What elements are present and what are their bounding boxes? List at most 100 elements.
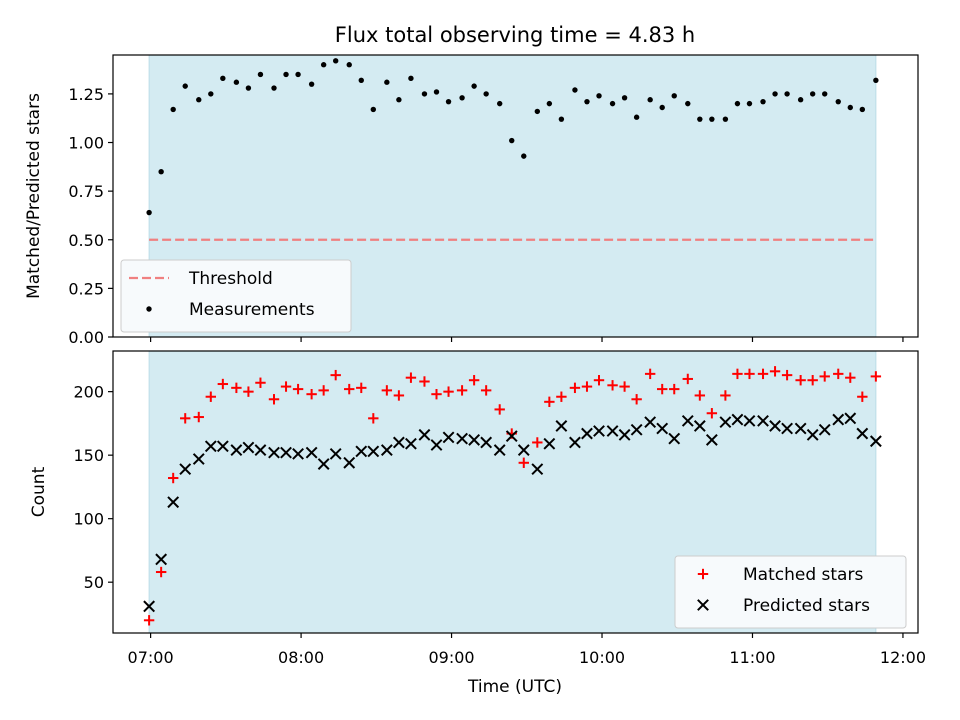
measurement-point: [283, 71, 289, 78]
predicted-point-47: [731, 413, 744, 426]
predicted-point-d2: [143, 600, 156, 613]
bottom-panel-y-tick-label: 100: [73, 510, 104, 529]
matched-point-17: [356, 382, 367, 394]
predicted-point-d2: [517, 444, 530, 456]
predicted-point-d2: [618, 428, 631, 441]
predicted-point-d2: [442, 431, 455, 444]
top-panel-y-tick-label: 0.25: [68, 279, 104, 298]
predicted-point-12: [292, 447, 304, 460]
matched-point-10: [268, 394, 280, 405]
predicted-point-19: [380, 444, 393, 456]
matched-point-3: [180, 413, 191, 424]
measurement-point: [784, 91, 790, 97]
predicted-point-10: [268, 446, 280, 459]
measurement-point: [596, 93, 602, 99]
legend-matched-marker-0: [697, 568, 709, 580]
measurement-point: [659, 104, 665, 111]
predicted-point-58: [869, 435, 882, 448]
measurement-point: [809, 91, 816, 97]
measurement-point: [346, 62, 352, 68]
matched-point-41: [657, 383, 668, 395]
measurement-point: [445, 98, 452, 105]
predicted-point-33: [555, 420, 568, 432]
predicted-point-d2: [230, 444, 243, 456]
matched-point-58: [870, 371, 882, 382]
predicted-point-d2: [593, 425, 605, 437]
predicted-point-d2: [418, 428, 431, 441]
predicted-point-d2: [204, 440, 217, 453]
bottom-panel-frame: [112, 350, 919, 634]
measurement-point: [647, 97, 653, 103]
predicted-point-54: [818, 423, 831, 436]
measurement-point: [384, 79, 390, 85]
chart-title: Flux total observing time = 4.83 h: [335, 23, 695, 47]
measurement-point: [685, 100, 691, 107]
measurement-point: [797, 97, 804, 103]
predicted-point-45: [705, 434, 718, 446]
matched-point-9: [255, 377, 266, 388]
predicted-point-22: [418, 428, 431, 441]
matched-point-38: [619, 381, 630, 392]
predicted-point-d2: [254, 444, 267, 456]
predicted-point-43: [681, 414, 694, 427]
matched-point-46: [720, 390, 731, 401]
measurement-point: [534, 108, 541, 115]
predicted-point-51: [781, 422, 794, 435]
matched-point-47: [732, 368, 743, 380]
predicted-point-38: [618, 428, 631, 441]
measurement-point: [233, 79, 240, 85]
measurement-point: [396, 97, 402, 103]
predicted-point-39: [630, 423, 643, 436]
predicted-point-55: [832, 413, 845, 426]
predicted-point-41: [656, 422, 669, 435]
predicted-point-44: [693, 420, 706, 432]
measurement-point: [521, 153, 527, 159]
matched-point-36: [593, 375, 605, 386]
measurement-point: [558, 116, 565, 122]
predicted-point-27: [480, 436, 493, 449]
predicted-point-d2: [844, 412, 857, 425]
measurement-point: [483, 91, 489, 97]
top-panel-y-tick-label: 1.00: [68, 134, 104, 153]
predicted-point-42: [668, 432, 681, 445]
predicted-point-17: [355, 445, 368, 458]
matched-point-37: [607, 380, 618, 391]
predicted-point-23: [430, 439, 443, 451]
matched-point-8: [243, 386, 254, 397]
predicted-point-d2: [543, 437, 556, 450]
matched-point-54: [819, 371, 830, 382]
predicted-point-34: [569, 436, 581, 449]
measurement-point: [220, 75, 226, 82]
predicted-point-31: [531, 463, 544, 476]
predicted-point-d2: [630, 423, 643, 436]
x-tick-label: 10:00: [579, 648, 625, 667]
predicted-point-24: [442, 431, 455, 444]
matched-point-15: [330, 369, 341, 381]
predicted-point-26: [468, 434, 481, 446]
x-tick-label: 11:00: [729, 648, 775, 667]
matched-point-44: [694, 390, 706, 401]
predicted-point-d2: [832, 413, 845, 426]
predicted-point-d2: [392, 436, 405, 449]
legend-label: Measurements: [189, 300, 315, 320]
predicted-point-d2: [179, 463, 192, 476]
predicted-point-20: [392, 436, 405, 449]
predicted-point-29: [505, 430, 518, 443]
predicted-point-d2: [757, 414, 769, 427]
predicted-point-48: [743, 414, 756, 427]
matched-point-32: [544, 396, 555, 408]
measurement-point: [509, 137, 515, 144]
matched-point-16: [344, 383, 355, 395]
predicted-point-d2: [155, 553, 168, 566]
predicted-point-d2: [367, 445, 380, 458]
predicted-point-d2: [430, 439, 443, 451]
measurement-point: [546, 100, 553, 107]
measurement-point: [734, 100, 741, 107]
measurement-point: [308, 81, 315, 87]
matched-point-48: [744, 368, 755, 380]
matched-point-26: [468, 375, 480, 386]
matched-point-1: [155, 566, 167, 578]
predicted-point-30: [517, 444, 530, 456]
top-panel-y-tick-label: 0.50: [68, 231, 104, 250]
